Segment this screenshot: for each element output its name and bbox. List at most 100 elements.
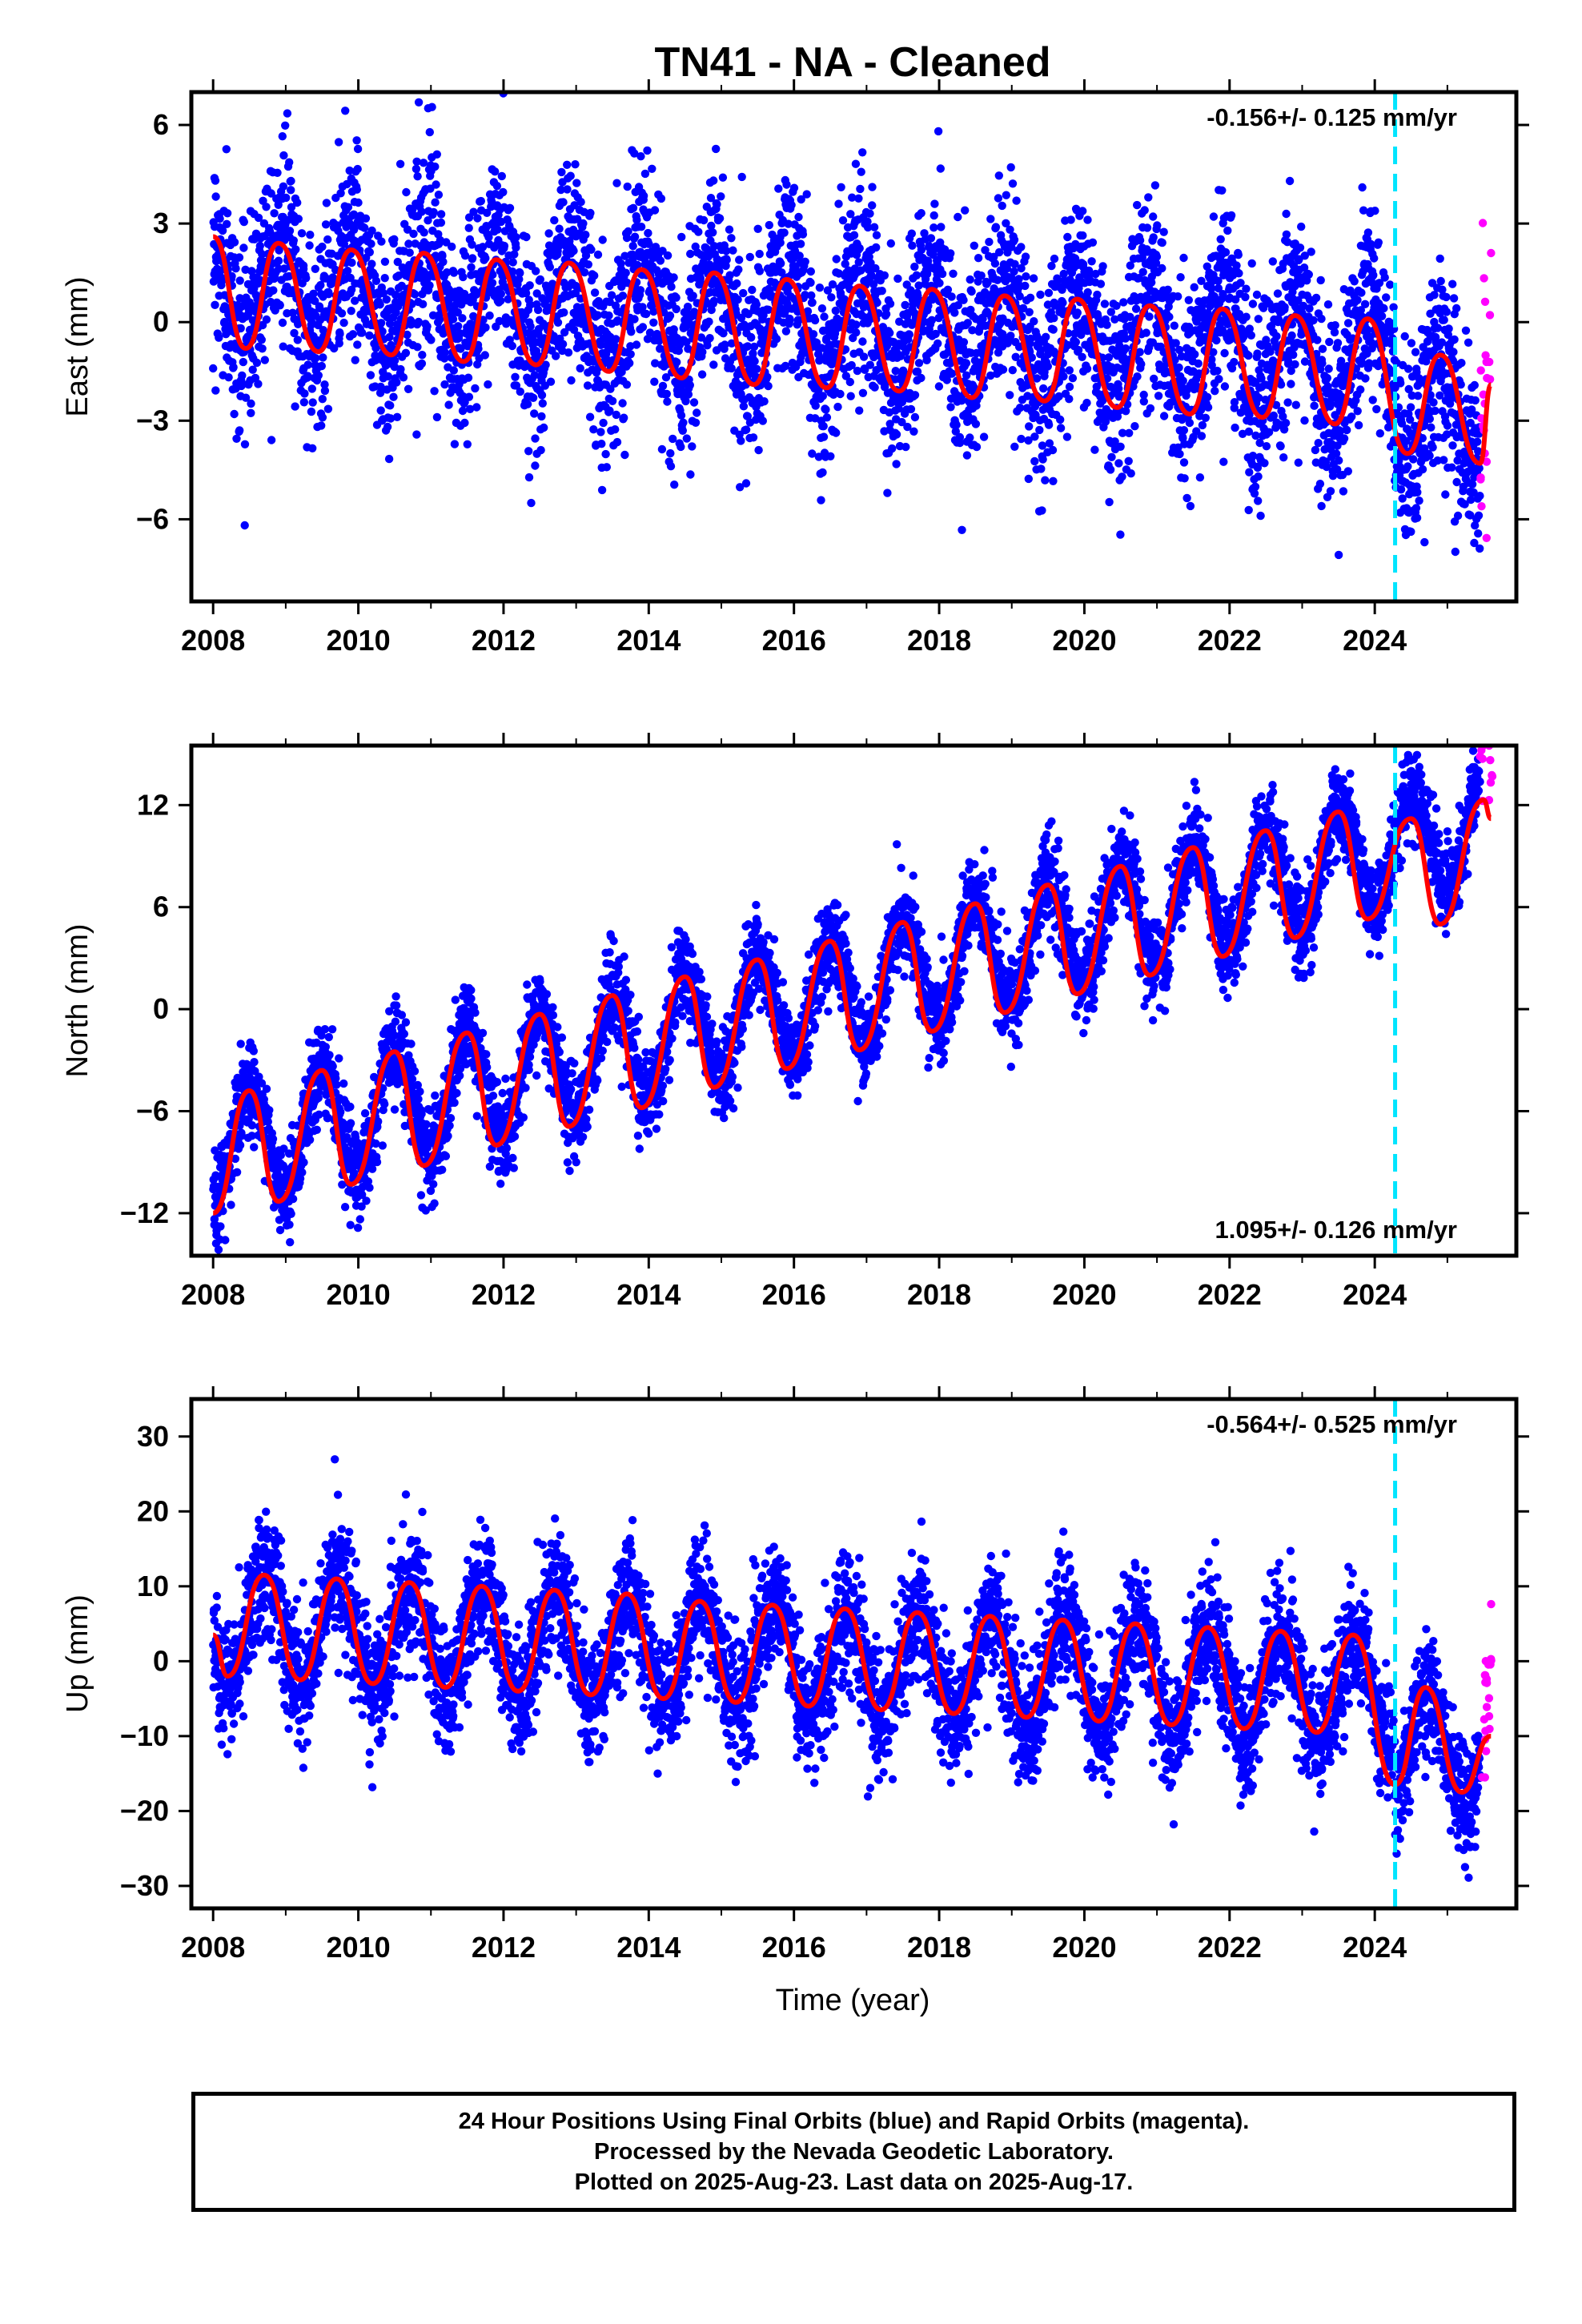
- data-point: [550, 215, 559, 225]
- data-point: [1219, 290, 1227, 299]
- data-point: [1220, 348, 1229, 358]
- data-point: [1356, 306, 1366, 315]
- data-point: [1370, 254, 1379, 263]
- data-point: [1038, 455, 1047, 464]
- data-point: [612, 335, 620, 344]
- data-point: [1279, 425, 1289, 434]
- data-point: [772, 335, 781, 344]
- data-point: [640, 169, 650, 179]
- data-point: [1311, 445, 1320, 455]
- data-point: [739, 288, 748, 298]
- data-point: [623, 182, 632, 191]
- data-point: [749, 342, 759, 352]
- data-point: [765, 220, 773, 230]
- data-point: [1396, 485, 1406, 494]
- data-point: [926, 234, 936, 243]
- data-point: [522, 232, 531, 242]
- data-point: [852, 320, 861, 329]
- data-point: [733, 279, 741, 288]
- data-point: [1297, 222, 1306, 231]
- data-point: [1356, 385, 1365, 394]
- data-point: [725, 271, 734, 279]
- data-point: [1006, 163, 1015, 172]
- data-point: [405, 248, 414, 257]
- data-point: [618, 292, 628, 300]
- data-point: [1124, 456, 1133, 465]
- data-point: [1380, 273, 1389, 282]
- data-point: [859, 352, 869, 361]
- data-point: [347, 307, 355, 316]
- data-point: [530, 409, 539, 418]
- data-point: [1311, 293, 1321, 303]
- data-point: [1065, 382, 1074, 392]
- data-point: [449, 366, 458, 375]
- data-point: [1255, 438, 1264, 448]
- data-point: [419, 159, 428, 167]
- data-point: [275, 301, 284, 310]
- data-point: [802, 190, 811, 199]
- data-point: [1179, 458, 1189, 467]
- data-point: [223, 219, 231, 228]
- data-point: [677, 232, 686, 242]
- data-point: [848, 193, 857, 202]
- data-point: [1179, 253, 1188, 263]
- data-point: [1230, 357, 1239, 367]
- data-point: [1358, 183, 1367, 192]
- data-point: [636, 286, 645, 295]
- data-point: [428, 103, 436, 111]
- data-point: [351, 356, 359, 364]
- data-point: [703, 341, 712, 350]
- data-point: [303, 360, 312, 369]
- data-point: [1203, 262, 1212, 271]
- data-point: [658, 381, 668, 391]
- data-point: [981, 246, 990, 255]
- data-point: [262, 203, 271, 211]
- data-point: [922, 356, 931, 364]
- data-point: [311, 354, 320, 363]
- data-point: [934, 127, 943, 136]
- data-point: [289, 236, 298, 245]
- data-point: [283, 109, 292, 118]
- data-point: [1063, 340, 1072, 350]
- data-point: [1294, 296, 1303, 305]
- data-point: [1190, 283, 1199, 292]
- data-point: [621, 268, 630, 277]
- data-point: [801, 291, 809, 300]
- data-point: [841, 259, 849, 268]
- data-point: [232, 434, 241, 443]
- data-point: [552, 352, 560, 360]
- data-point: [468, 254, 477, 263]
- data-point: [1056, 424, 1066, 432]
- data-point: [294, 215, 303, 223]
- data-point: [961, 206, 970, 215]
- data-point: [1326, 487, 1335, 496]
- data-point: [962, 451, 972, 460]
- data-point: [1030, 317, 1038, 326]
- data-point: [1382, 293, 1391, 302]
- data-point: [624, 227, 632, 236]
- data-point: [649, 307, 658, 316]
- data-point: [1012, 196, 1021, 205]
- data-point: [215, 333, 223, 342]
- data-point: [371, 276, 381, 285]
- data-point: [1114, 459, 1123, 468]
- data-point: [1049, 476, 1058, 485]
- data-point: [845, 377, 855, 387]
- data-point: [456, 329, 465, 338]
- data-point: [1314, 439, 1323, 448]
- data-point: [1413, 392, 1423, 400]
- data-point: [596, 340, 605, 349]
- data-point: [352, 185, 361, 194]
- data-point: [901, 442, 910, 452]
- data-point: [834, 199, 843, 208]
- data-point: [777, 259, 785, 268]
- data-point: [1083, 215, 1092, 224]
- data-point: [428, 311, 438, 320]
- data-point: [1289, 350, 1298, 360]
- data-point: [937, 223, 946, 231]
- data-point: [293, 198, 302, 207]
- data-point: [966, 433, 974, 442]
- data-point: [1300, 416, 1309, 425]
- data-point: [1426, 309, 1435, 318]
- data-point: [892, 430, 901, 439]
